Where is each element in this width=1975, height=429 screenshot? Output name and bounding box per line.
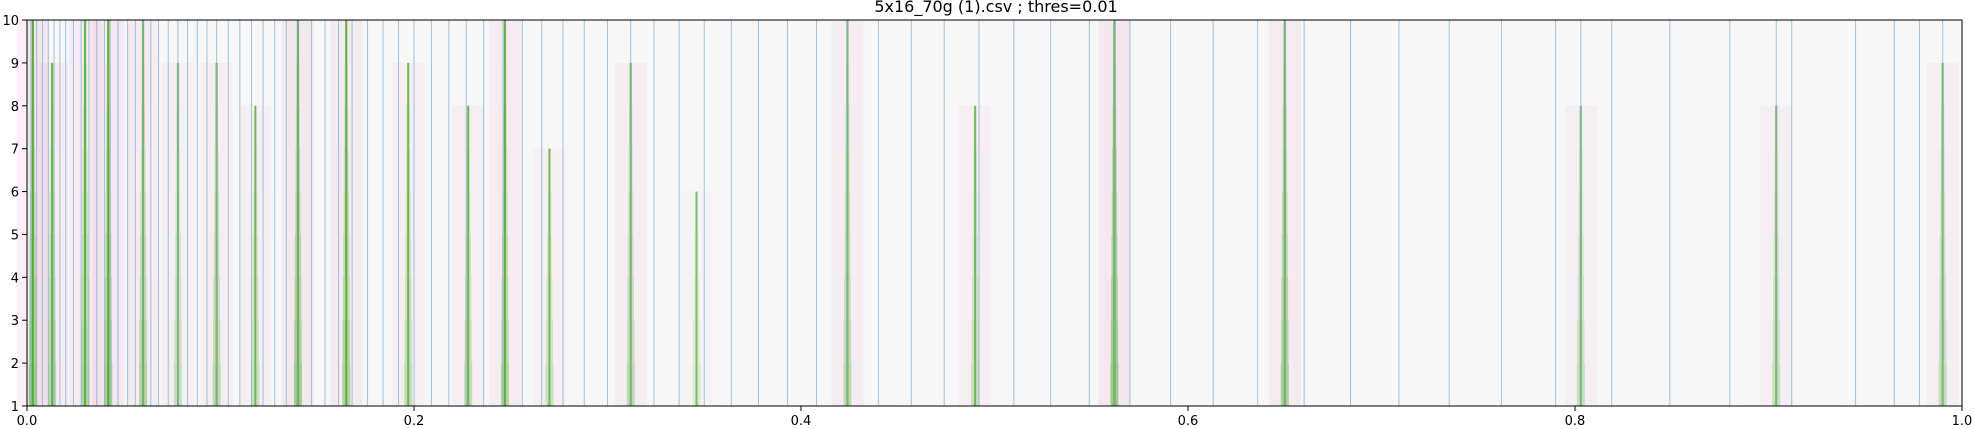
peak-3 <box>69 20 102 406</box>
y-tick-label: 10 <box>2 14 19 29</box>
peak-core <box>467 105 470 407</box>
peak-core <box>254 105 257 407</box>
peak-14 <box>545 148 554 406</box>
peak-core <box>51 62 54 407</box>
chart-title: 5x16_70g (1).csv ; thres=0.01 <box>874 0 1117 17</box>
y-tick-label: 5 <box>11 228 19 243</box>
peak-core <box>548 148 551 406</box>
peak-core <box>345 20 348 406</box>
peak-16 <box>692 191 701 406</box>
peak-core <box>695 191 698 406</box>
peak-12 <box>464 105 473 407</box>
peak-2 <box>36 62 69 407</box>
plot-frame <box>26 19 1963 407</box>
x-axis: 0.0 0.2 0.4 0.6 0.8 1.0 <box>17 406 1973 429</box>
peak-core <box>407 62 410 407</box>
peak-core <box>107 20 110 406</box>
x-tick-label: 0.8 <box>1565 414 1586 429</box>
y-tick-label: 1 <box>11 400 19 415</box>
plot-background <box>27 20 1962 406</box>
y-tick-label: 9 <box>11 57 19 72</box>
peak-8 <box>251 105 260 407</box>
peak-core <box>31 20 34 406</box>
y-tick-label: 4 <box>11 271 19 286</box>
peak-13 <box>488 20 521 406</box>
plot-area <box>16 19 1963 407</box>
y-tick-label: 6 <box>11 186 19 201</box>
x-tick-label: 1.0 <box>1952 414 1973 429</box>
peak-core <box>974 105 977 407</box>
peak-core <box>84 20 87 406</box>
x-tick-label: 0.6 <box>1178 414 1199 429</box>
y-tick-label: 2 <box>11 357 19 372</box>
peak-core <box>503 20 506 406</box>
peak-10 <box>330 20 363 406</box>
peak-18 <box>971 105 980 407</box>
y-tick-label: 3 <box>11 314 19 329</box>
peak-4 <box>92 20 125 406</box>
x-tick-label: 0.4 <box>791 414 812 429</box>
peak-11 <box>404 62 413 407</box>
y-axis: 1 2 3 4 5 6 7 8 9 10 <box>2 14 27 415</box>
peak-1 <box>16 20 49 406</box>
x-tick-label: 0.2 <box>404 414 425 429</box>
y-tick-label: 7 <box>11 143 19 158</box>
y-tick-label: 8 <box>11 100 19 115</box>
x-tick-label: 0.0 <box>17 414 38 429</box>
